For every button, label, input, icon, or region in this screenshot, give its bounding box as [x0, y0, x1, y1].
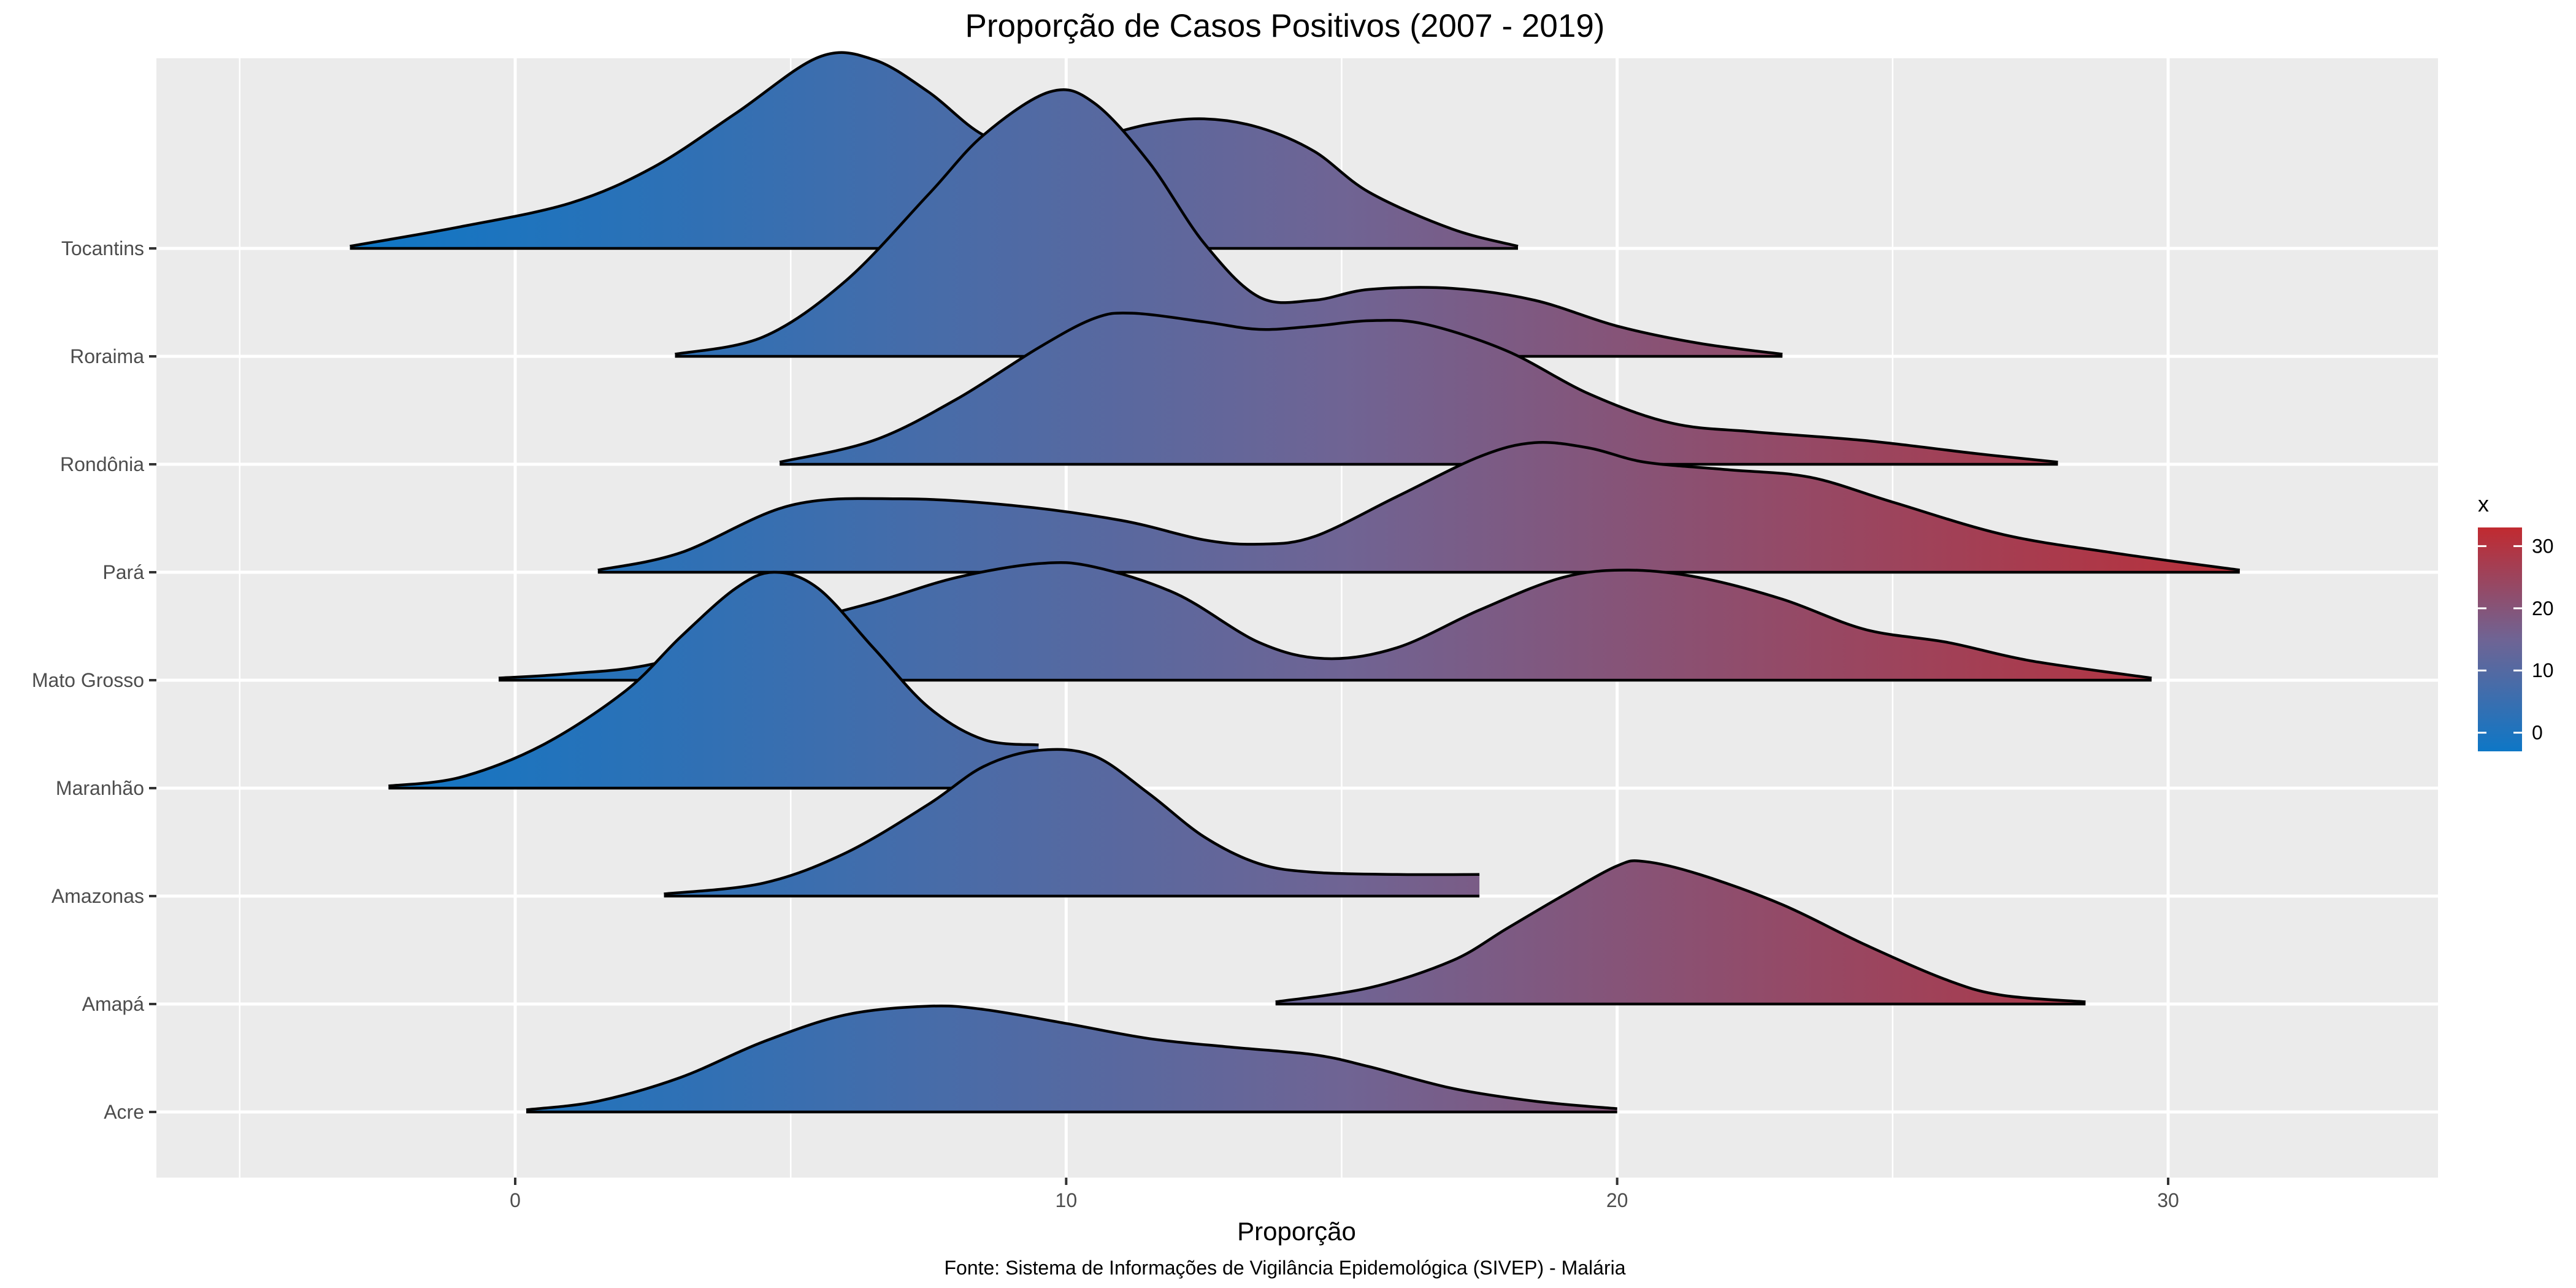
- chart-title: Proporção de Casos Positivos (2007 - 201…: [965, 8, 1605, 44]
- legend-colorbar: [2478, 527, 2522, 751]
- ridge-fill-acre: [526, 1006, 1617, 1112]
- y-tick-label: Tocantins: [61, 237, 144, 259]
- chart-caption: Fonte: Sistema de Informações de Vigilân…: [944, 1257, 1625, 1279]
- ridge-fill-amazonas: [664, 749, 1480, 896]
- x-tick-label: 30: [2157, 1189, 2179, 1211]
- ridge-outline-roraima: [675, 88, 1783, 356]
- x-tick-label: 20: [1606, 1189, 1628, 1211]
- ridge-fill-maranhao: [388, 572, 1039, 788]
- ridge-outline-acre: [526, 1004, 1617, 1111]
- ridge-outline-maranhao: [388, 570, 1039, 788]
- y-tick-label: Roraima: [70, 345, 144, 367]
- y-tick-label: Mato Grosso: [32, 669, 144, 691]
- x-tick-label: 0: [510, 1189, 521, 1211]
- legend-title: x: [2478, 491, 2489, 516]
- ridge-fill-roraima: [675, 90, 1783, 356]
- density-ridges: [350, 51, 2241, 1114]
- ridge-fill-amapa: [1275, 861, 2086, 1004]
- legend-tick-label: 30: [2532, 535, 2554, 557]
- y-axis: Acre Amapá Amazonas Maranhão Mato Grosso Pará…: [32, 237, 156, 1123]
- y-tick-label: Rondônia: [60, 453, 144, 475]
- y-tick-label: Acre: [104, 1101, 144, 1123]
- x-tick-label: 10: [1056, 1189, 1078, 1211]
- ridge-fill-rondonia: [780, 313, 2058, 464]
- x-axis: 0 10 20 30: [510, 1178, 2179, 1211]
- y-tick-label: Maranhão: [56, 777, 144, 799]
- ridge-fill-para: [597, 442, 2240, 572]
- legend-tick-label: 10: [2532, 659, 2554, 681]
- ridge-outline-para: [597, 441, 2241, 572]
- y-tick-label: Amazonas: [52, 885, 144, 907]
- y-tick-label: Pará: [102, 561, 144, 583]
- ridge-outline-rondonia: [779, 312, 2058, 464]
- legend-tick-label: 0: [2532, 722, 2543, 744]
- ridge-outline-amazonas: [664, 748, 1480, 895]
- ridge-fill-tocantins: [350, 52, 1518, 248]
- legend-tick-label: 20: [2532, 597, 2554, 619]
- y-tick-label: Amapá: [82, 993, 145, 1015]
- x-axis-title: Proporção: [1237, 1217, 1356, 1246]
- color-legend: x 0 10 20 30: [2478, 491, 2554, 751]
- ridge-outline-amapa: [1275, 859, 2086, 1003]
